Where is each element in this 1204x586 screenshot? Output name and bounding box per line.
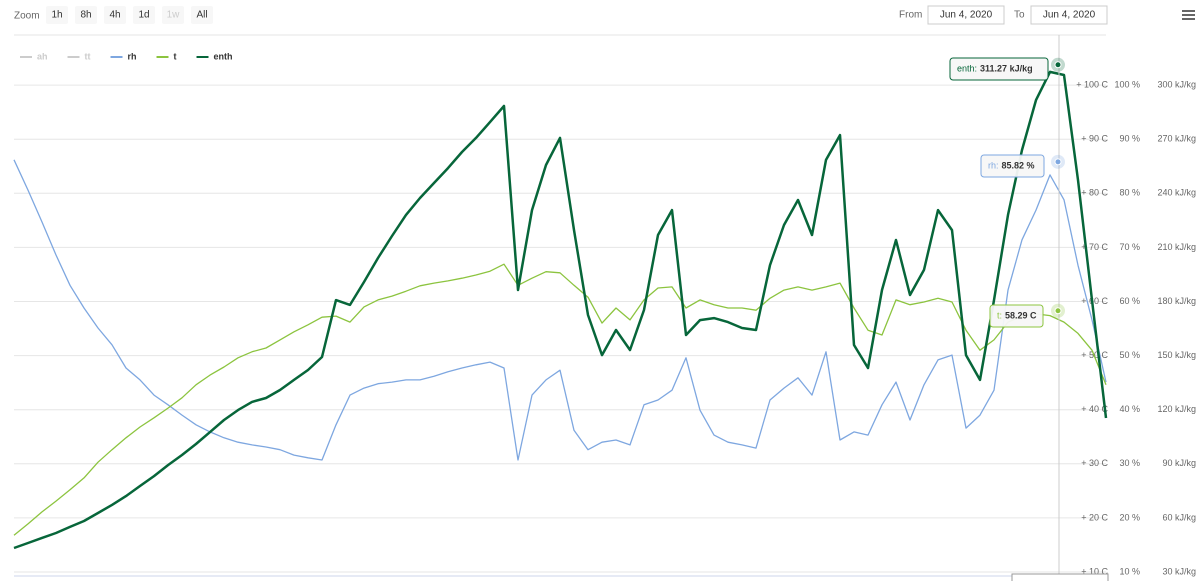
y2-tick-label: 90 % [1119, 134, 1140, 144]
from-label: From [899, 10, 922, 21]
y3-tick-label: 240 kJ/kg [1157, 188, 1196, 198]
hover-point [1054, 307, 1062, 315]
y3-tick-label: 210 kJ/kg [1157, 242, 1196, 252]
y2-tick-label: 50 % [1119, 350, 1140, 360]
y3-tick-label: 120 kJ/kg [1157, 404, 1196, 414]
range-button-label: 1h [51, 10, 62, 21]
legend-item[interactable]: t [174, 51, 177, 61]
y3-tick-label: 300 kJ/kg [1157, 79, 1196, 89]
tooltip-box [980, 154, 1045, 178]
tooltip-key: rh: [988, 160, 999, 170]
y-tick-label: + 70 C [1081, 242, 1108, 252]
rh-line [13, 159, 1107, 461]
range-button[interactable] [104, 6, 126, 24]
tooltip-value: 311.27 kJ/kg [980, 63, 1033, 73]
y-tick-label: + 80 C [1081, 188, 1108, 198]
y-tick-label: + 100 C [1076, 79, 1108, 89]
y2-tick-label: 70 % [1119, 242, 1140, 252]
from-date: Jun 4, 2020 [940, 10, 993, 21]
range-button[interactable] [133, 6, 155, 24]
zoom-label: Zoom [14, 11, 40, 22]
range-button-label: 4h [109, 10, 120, 21]
hover-point [1054, 158, 1062, 166]
to-label: To [1014, 10, 1025, 21]
range-button-label: All [196, 10, 207, 21]
legend-item[interactable]: ah [37, 51, 48, 61]
legend-item[interactable]: tt [85, 51, 91, 61]
from-input[interactable] [927, 5, 1005, 25]
y-tick-label: + 90 C [1081, 134, 1108, 144]
y2-tick-label: 10 % [1119, 566, 1140, 576]
x-tooltip [1011, 573, 1109, 586]
y-tick-label: + 50 C [1081, 350, 1108, 360]
range-button-label: 1d [138, 10, 149, 21]
range-button[interactable] [46, 6, 68, 24]
y-tick-label: + 30 C [1081, 458, 1108, 468]
y3-tick-label: 30 kJ/kg [1162, 566, 1196, 576]
y3-tick-label: 90 kJ/kg [1162, 458, 1196, 468]
legend-item[interactable]: enth [214, 51, 233, 61]
y2-tick-label: 30 % [1119, 458, 1140, 468]
y3-tick-label: 180 kJ/kg [1157, 296, 1196, 306]
tooltip-key: enth: [957, 63, 977, 73]
y3-tick-label: 270 kJ/kg [1157, 134, 1196, 144]
y2-tick-label: 80 % [1119, 188, 1140, 198]
y-tick-label: + 40 C [1081, 404, 1108, 414]
y2-tick-label: 20 % [1119, 512, 1140, 522]
y3-tick-label: 150 kJ/kg [1157, 350, 1196, 360]
t-line [13, 263, 1107, 536]
tooltip-value: 58.29 C [1005, 310, 1037, 320]
y2-tick-label: 40 % [1119, 404, 1140, 414]
to-input[interactable] [1030, 5, 1108, 25]
tooltip-box [989, 304, 1044, 328]
to-date: Jun 4, 2020 [1043, 10, 1096, 21]
hover-point [1054, 61, 1062, 69]
tooltip-box [949, 57, 1049, 81]
range-button [162, 6, 184, 24]
y-tick-label: + 10 C [1081, 566, 1108, 576]
y3-tick-label: 60 kJ/kg [1162, 512, 1196, 522]
legend-item[interactable]: rh [128, 51, 137, 61]
y-tick-label: + 20 C [1081, 512, 1108, 522]
tooltip-key: t: [997, 310, 1002, 320]
range-button[interactable] [75, 6, 97, 24]
y-tick-label: + 60 C [1081, 296, 1108, 306]
tooltip-value: 85.82 % [1002, 160, 1035, 170]
enth-line [13, 70, 1108, 550]
range-button-label: 1w [167, 10, 181, 21]
range-button-label: 8h [80, 10, 91, 21]
y2-tick-label: 100 % [1114, 79, 1140, 89]
range-button[interactable] [191, 6, 213, 24]
menu-button[interactable] [1182, 10, 1195, 20]
y2-tick-label: 60 % [1119, 296, 1140, 306]
